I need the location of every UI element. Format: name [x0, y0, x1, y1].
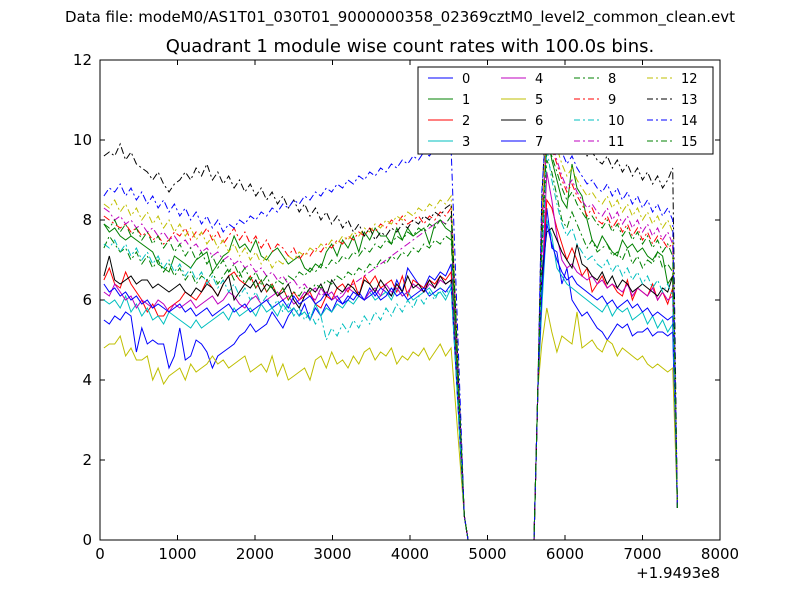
series-line-4: [103, 171, 678, 541]
legend-label-1: 1: [462, 93, 470, 108]
legend-label-8: 8: [608, 72, 616, 87]
legend-label-13: 13: [681, 93, 698, 108]
series-line-14: [103, 115, 678, 541]
x-tick-label: 6000: [546, 545, 584, 563]
legend-label-6: 6: [535, 114, 543, 129]
legend-label-3: 3: [462, 135, 470, 150]
series-line-1: [103, 131, 678, 541]
series-line-10: [103, 147, 678, 541]
series-line-5: [103, 307, 678, 541]
series-line-9: [103, 138, 678, 541]
legend-label-10: 10: [608, 114, 625, 129]
x-tick-label: 2000: [236, 545, 274, 563]
tick-labels: 0 1000 2000 3000 4000 5000 6000 7000 80000246810…: [73, 51, 739, 563]
series-line-6: [103, 227, 678, 541]
y-tick-label: 4: [82, 371, 92, 389]
x-offset-label: +1.9493e8: [636, 564, 720, 582]
x-tick-label: 0: [95, 545, 105, 563]
legend-label-12: 12: [681, 72, 698, 87]
y-tick-label: 12: [73, 51, 92, 69]
x-tick-label: 8000: [701, 545, 739, 563]
y-tick-label: 6: [82, 291, 92, 309]
chart-title: Quadrant 1 module wise count rates with …: [165, 36, 655, 57]
x-tick-label: 7000: [623, 545, 661, 563]
series-line-13: [103, 95, 678, 541]
data-file-header: Data file: modeM0/AS1T01_030T01_90000003…: [64, 8, 736, 26]
legend-label-2: 2: [462, 114, 470, 129]
legend-label-0: 0: [462, 72, 470, 87]
y-tick-label: 10: [73, 131, 92, 149]
x-tick-label: 3000: [313, 545, 351, 563]
y-tick-label: 8: [82, 211, 92, 229]
legend-label-11: 11: [608, 135, 625, 150]
legend-box: [417, 66, 714, 155]
legend-label-9: 9: [608, 93, 616, 108]
series-line-15: [103, 143, 678, 541]
x-tick-label: 5000: [468, 545, 506, 563]
x-tick-label: 4000: [391, 545, 429, 563]
legend-label-5: 5: [535, 93, 543, 108]
x-tick-label: 1000: [158, 545, 196, 563]
legend-label-15: 15: [681, 135, 698, 150]
series-line-12: [103, 119, 678, 541]
legend-label-14: 14: [681, 114, 698, 129]
series-line-8: [103, 159, 678, 541]
series-line-2: [103, 198, 678, 541]
series-line-0: [103, 207, 678, 541]
y-tick-label: 0: [82, 531, 92, 549]
series-layer: [103, 95, 678, 541]
legend-label-7: 7: [535, 135, 543, 150]
series-line-11: [103, 127, 678, 541]
axes-frame: [99, 59, 721, 541]
y-tick-label: 2: [82, 451, 92, 469]
legend-label-4: 4: [535, 72, 543, 87]
series-line-7: [103, 223, 678, 541]
